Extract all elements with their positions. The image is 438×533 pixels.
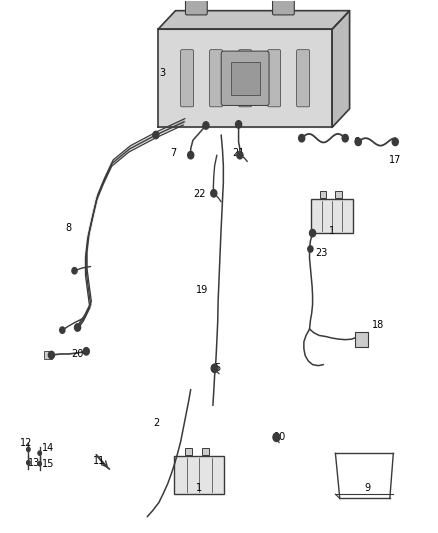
- FancyBboxPatch shape: [320, 191, 326, 198]
- Circle shape: [310, 229, 316, 237]
- Circle shape: [308, 246, 313, 252]
- Circle shape: [60, 327, 65, 333]
- Circle shape: [153, 131, 159, 139]
- Text: 12: 12: [20, 438, 32, 448]
- Circle shape: [38, 451, 42, 455]
- Text: 5: 5: [214, 364, 220, 373]
- Circle shape: [83, 348, 89, 355]
- Circle shape: [38, 462, 42, 466]
- Polygon shape: [332, 11, 350, 127]
- Text: 13: 13: [28, 458, 40, 467]
- Text: 10: 10: [274, 432, 286, 442]
- FancyBboxPatch shape: [221, 51, 269, 106]
- FancyBboxPatch shape: [297, 50, 310, 107]
- Text: 17: 17: [389, 156, 402, 165]
- Circle shape: [211, 190, 217, 197]
- Text: 15: 15: [42, 459, 55, 469]
- FancyBboxPatch shape: [185, 0, 207, 15]
- Text: 1: 1: [196, 482, 202, 492]
- Text: 18: 18: [372, 320, 384, 330]
- Circle shape: [74, 324, 81, 331]
- Text: 23: 23: [315, 248, 328, 259]
- Text: 14: 14: [42, 443, 54, 453]
- Circle shape: [27, 447, 30, 451]
- FancyBboxPatch shape: [230, 62, 260, 95]
- FancyBboxPatch shape: [209, 50, 223, 107]
- Circle shape: [392, 138, 398, 146]
- Text: 11: 11: [93, 456, 106, 466]
- Circle shape: [27, 461, 30, 465]
- FancyBboxPatch shape: [272, 0, 294, 15]
- Circle shape: [211, 364, 218, 373]
- Circle shape: [342, 134, 348, 142]
- Text: 7: 7: [170, 148, 177, 158]
- Text: 8: 8: [66, 223, 72, 233]
- Circle shape: [72, 268, 77, 274]
- Circle shape: [355, 138, 361, 146]
- Circle shape: [187, 151, 194, 159]
- Circle shape: [203, 122, 209, 129]
- Text: 19: 19: [195, 285, 208, 295]
- Circle shape: [299, 134, 305, 142]
- Polygon shape: [158, 29, 332, 127]
- FancyBboxPatch shape: [174, 456, 224, 494]
- Circle shape: [236, 120, 242, 128]
- Text: 21: 21: [233, 148, 245, 158]
- FancyBboxPatch shape: [45, 351, 52, 359]
- Circle shape: [237, 151, 243, 159]
- Text: 3: 3: [159, 68, 166, 78]
- FancyBboxPatch shape: [185, 448, 192, 455]
- Text: 6: 6: [353, 137, 359, 147]
- FancyBboxPatch shape: [311, 199, 353, 233]
- Polygon shape: [158, 11, 350, 29]
- FancyBboxPatch shape: [355, 332, 368, 346]
- FancyBboxPatch shape: [268, 50, 281, 107]
- FancyBboxPatch shape: [202, 448, 209, 455]
- Text: 2: 2: [153, 418, 159, 428]
- Circle shape: [48, 351, 54, 359]
- Text: 1: 1: [329, 226, 335, 236]
- FancyBboxPatch shape: [180, 50, 194, 107]
- FancyBboxPatch shape: [239, 50, 252, 107]
- Text: 20: 20: [71, 349, 84, 359]
- FancyBboxPatch shape: [335, 191, 342, 198]
- Text: 9: 9: [365, 482, 371, 492]
- Circle shape: [273, 433, 280, 441]
- Text: 22: 22: [193, 189, 206, 199]
